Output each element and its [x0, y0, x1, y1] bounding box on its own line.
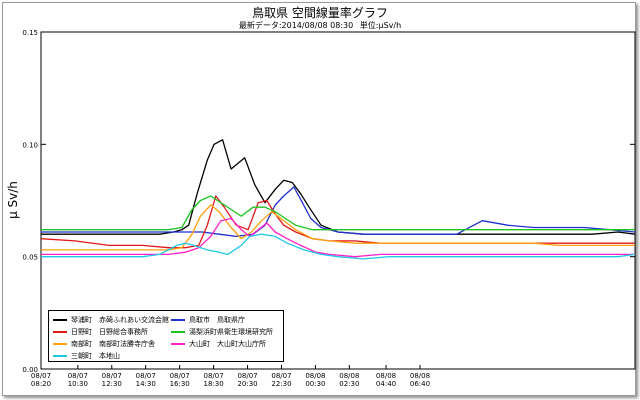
- chart-subtitle: 最新データ:2014/08/08 08:30 単位:μSv/h: [0, 20, 640, 31]
- x-tick-date-label: 08/08: [305, 372, 325, 380]
- legend-swatch: [171, 343, 185, 345]
- series-line-7: [41, 233, 636, 260]
- legend-item: 鳥取市 鳥取県庁: [171, 316, 245, 325]
- x-tick-date-label: 08/07: [170, 372, 190, 380]
- legend-item: 湯梨浜町県衛生環境研究所: [171, 328, 273, 337]
- legend-swatch: [53, 343, 67, 345]
- x-tick-time-label: 16:30: [170, 380, 190, 388]
- x-tick-date-label: 08/07: [237, 372, 257, 380]
- x-tick-time-label: 20:30: [237, 380, 257, 388]
- x-tick-time-label: 22:30: [271, 380, 291, 388]
- legend-station-label: 日野総合事務所: [99, 328, 148, 336]
- legend-swatch: [53, 319, 67, 321]
- x-tick-date-label: 08/08: [339, 372, 359, 380]
- x-tick-time-label: 00:30: [305, 380, 325, 388]
- legend-town-label: 鳥取市: [189, 316, 210, 324]
- series-line-3: [40, 195, 635, 249]
- x-tick-time-label: 08:20: [31, 380, 51, 388]
- x-tick-time-label: 10:30: [68, 380, 88, 388]
- series-line-5: [41, 204, 635, 251]
- unit-label: 単位:μSv/h: [359, 21, 402, 30]
- legend-station-label: 大山町大山庁所: [217, 340, 266, 348]
- legend-town-label: 大山町: [189, 340, 210, 348]
- legend-town-label: 南部町: [71, 340, 92, 348]
- legend-item: 南部町 南部町法勝寺庁舎: [53, 340, 155, 349]
- chart-legend: 琴浦町 赤碕ふれあい交流会館 日野町 日野総合事務所 南部町 南部町法勝寺庁舎 三朝町 本地山…: [48, 310, 284, 362]
- legend-swatch: [53, 355, 67, 357]
- legend-town-label: 琴浦町: [71, 316, 92, 324]
- legend-item: 三朝町 本地山: [53, 352, 120, 361]
- x-tick-date-label: 08/07: [271, 372, 291, 380]
- y-axis-label: μ Sv/h: [6, 181, 20, 219]
- legend-item: 琴浦町 赤碕ふれあい交流会館: [53, 316, 169, 325]
- series-line-6: [41, 217, 635, 258]
- series-line-4: [41, 195, 635, 231]
- x-tick-date-label: 08/07: [102, 372, 122, 380]
- legend-item: 日野町 日野総合事務所: [53, 328, 148, 337]
- legend-station-label: 県衛生環境研究所: [217, 328, 273, 336]
- legend-item: 大山町 大山町大山庁所: [171, 340, 266, 349]
- legend-station-label: 赤碕ふれあい交流会館: [99, 316, 169, 324]
- x-tick-time-label: 18:30: [204, 380, 224, 388]
- x-tick-date-label: 08/07: [68, 372, 88, 380]
- x-tick-date-label: 08/07: [204, 372, 224, 380]
- x-tick-time-label: 12:30: [102, 380, 122, 388]
- legend-station-label: 本地山: [99, 352, 120, 360]
- legend-town-label: 日野町: [71, 328, 92, 336]
- x-tick-time-label: 04:40: [376, 380, 396, 388]
- y-tick-label: 0.05: [22, 254, 38, 262]
- legend-town-label: 湯梨浜町: [189, 328, 217, 336]
- legend-town-label: 三朝町: [71, 352, 92, 360]
- x-tick-date-label: 08/07: [136, 372, 156, 380]
- legend-station-label: 南部町法勝寺庁舎: [99, 340, 155, 348]
- legend-swatch: [171, 331, 185, 333]
- x-tick-time-label: 14:30: [136, 380, 156, 388]
- y-tick-label: 0.00: [22, 366, 38, 374]
- x-tick-time-label: 02:30: [339, 380, 359, 388]
- x-tick-date-label: 08/08: [376, 372, 396, 380]
- latest-data-label: 最新データ:2014/08/08 08:30: [238, 21, 354, 30]
- x-tick-time-label: 06:40: [410, 380, 430, 388]
- series-layer: [40, 139, 636, 260]
- chart-title: 鳥取県 空間線量率グラフ: [252, 6, 388, 20]
- y-tick-label: 0.15: [22, 29, 38, 37]
- x-tick-date-label: 08/07: [31, 372, 51, 380]
- y-tick-label: 0.10: [22, 141, 38, 149]
- legend-swatch: [171, 319, 185, 321]
- chart-axes: 0.000.050.100.1508/0708:2008/0710:3008/0…: [22, 29, 636, 388]
- legend-station-label: 鳥取県庁: [217, 316, 245, 324]
- plot-area-border: [40, 31, 636, 370]
- series-line-2: [41, 186, 636, 238]
- x-tick-date-label: 08/08: [410, 372, 430, 380]
- series-line-1: [41, 139, 636, 235]
- legend-swatch: [53, 331, 67, 333]
